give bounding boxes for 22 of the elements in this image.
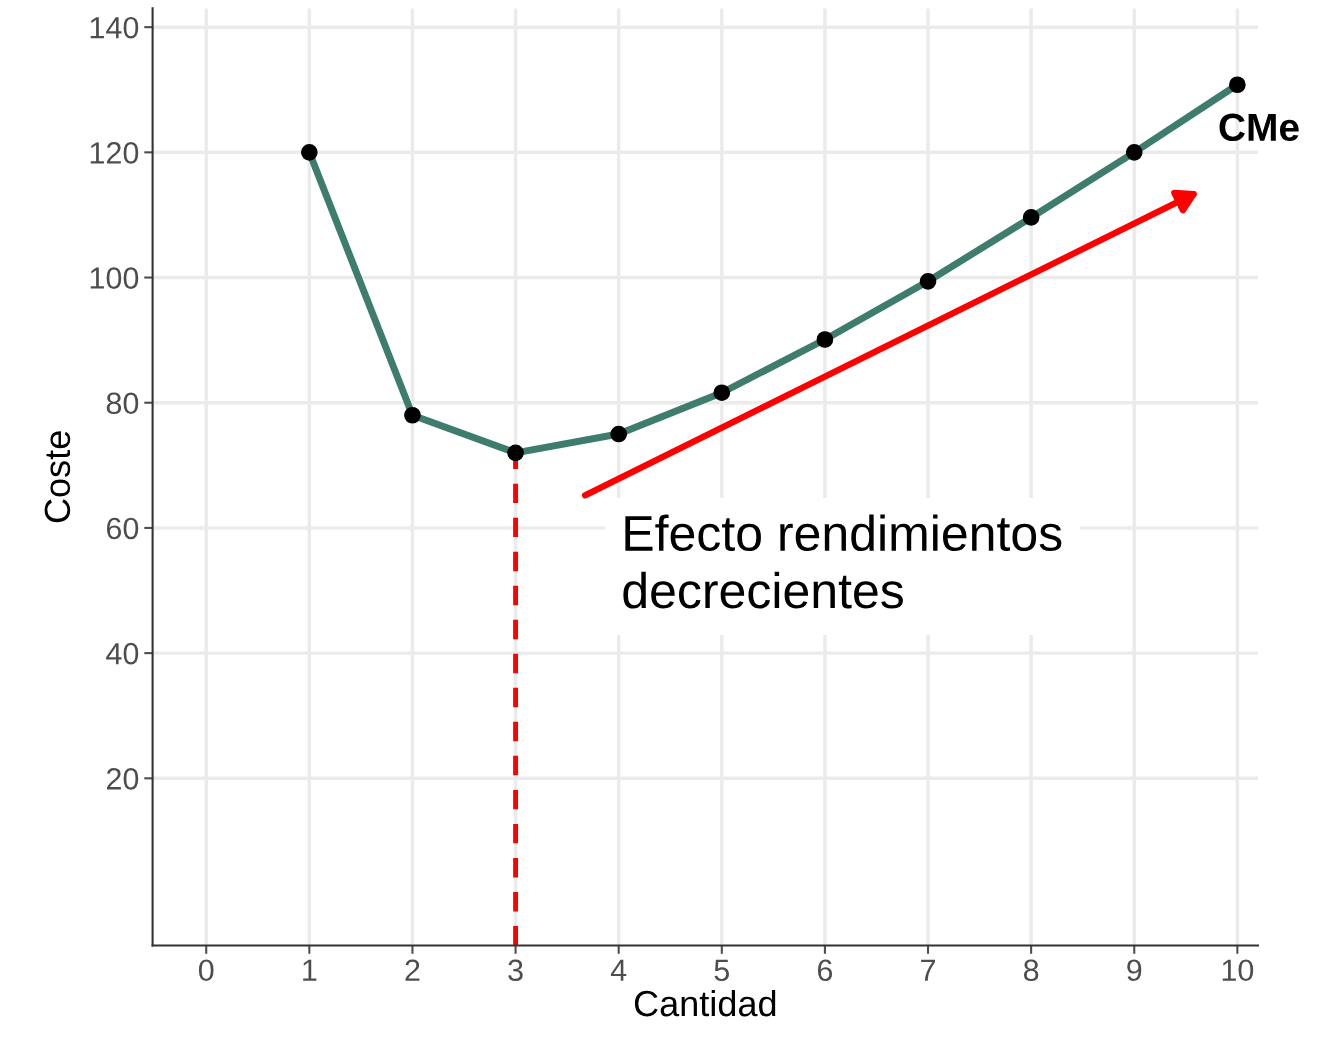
x-tick-label: 6 [817, 959, 833, 982]
series-label: CMe [1219, 113, 1299, 142]
x-tick-label: 5 [714, 959, 730, 982]
x-tick-label: 8 [1023, 959, 1039, 982]
y-axis-title: Coste [44, 431, 71, 523]
y-tick-label: 120 [90, 142, 139, 164]
annotation: Efecto rendimientos decrecientes [623, 514, 1062, 609]
x-axis-title: Cantidad [634, 989, 776, 1017]
y-tick-label: 60 [106, 517, 139, 540]
x-tick-label: 10 [1222, 959, 1254, 982]
x-tick-label: 9 [1127, 959, 1142, 982]
x-tick-label: 2 [405, 959, 420, 981]
x-tick-label: 4 [610, 959, 627, 981]
y-tick-label: 40 [106, 642, 139, 665]
y-tick-label: 20 [106, 768, 139, 790]
y-tick-label: 100 [90, 267, 139, 289]
x-tick-label: 0 [198, 959, 214, 982]
x-tick-label: 3 [508, 959, 523, 982]
y-tick-label: 140 [90, 16, 139, 39]
x-tick-label: 7 [921, 959, 935, 981]
y-tick-label: 80 [106, 392, 139, 415]
x-tick-label: 1 [303, 959, 317, 981]
